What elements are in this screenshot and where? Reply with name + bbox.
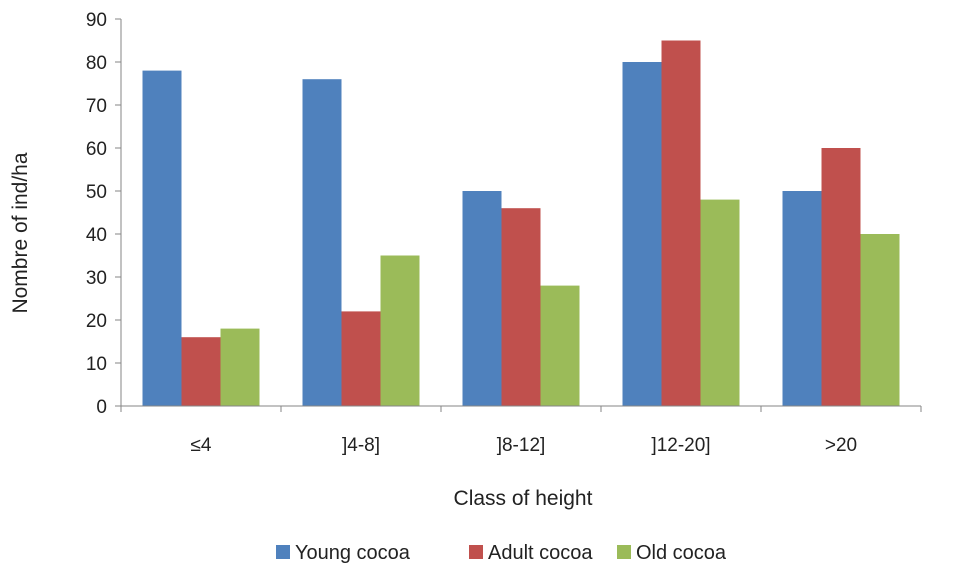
x-tick-label: ≤4 <box>191 435 212 456</box>
bar-old-cocoa <box>860 234 900 406</box>
bar-young-cocoa <box>302 79 342 406</box>
bar-old-cocoa <box>380 255 420 406</box>
y-tick-label: 30 <box>86 268 107 289</box>
bars-layer <box>142 40 900 406</box>
bar-young-cocoa <box>622 62 662 406</box>
legend: Young cocoa Adult cocoa Old cocoa <box>276 542 727 564</box>
y-axis-title: Nombre of ind/ha <box>9 152 32 313</box>
bar-young-cocoa <box>782 191 822 406</box>
bar-adult-cocoa <box>181 337 221 406</box>
x-axis-title: Class of height <box>454 487 593 510</box>
bar-adult-cocoa <box>661 40 701 406</box>
y-tick-label: 0 <box>96 397 107 418</box>
bar-adult-cocoa <box>341 311 381 406</box>
y-tick-label: 20 <box>86 311 107 332</box>
bar-young-cocoa <box>142 70 182 406</box>
bar-old-cocoa <box>220 328 260 406</box>
y-tick-label: 60 <box>86 139 107 160</box>
y-tick-label: 70 <box>86 96 107 117</box>
y-tick-label: 50 <box>86 182 107 203</box>
x-tick-label: >20 <box>825 435 857 456</box>
legend-swatch <box>617 545 631 559</box>
bar-adult-cocoa <box>501 208 541 406</box>
bar-old-cocoa <box>540 285 580 406</box>
x-tick-label: ]12-20] <box>651 435 710 456</box>
bar-old-cocoa <box>700 199 740 406</box>
x-tick-label: ]4-8] <box>342 435 380 456</box>
legend-label: Adult cocoa <box>488 542 593 564</box>
y-tick-label: 90 <box>86 10 107 31</box>
bar-young-cocoa <box>462 191 502 406</box>
legend-swatch <box>469 545 483 559</box>
x-tick-label: ]8-12] <box>497 435 546 456</box>
y-tick-label: 80 <box>86 53 107 74</box>
y-tick-label: 10 <box>86 354 107 375</box>
y-tick-label: 40 <box>86 225 107 246</box>
x-axis-ticks: ≤4 ]4-8] ]8-12] ]12-20] >20 <box>120 406 922 456</box>
y-axis-ticks: 0 10 20 30 40 50 60 70 80 90 <box>86 10 121 418</box>
legend-swatch <box>276 545 290 559</box>
bar-adult-cocoa <box>821 148 861 406</box>
legend-label: Old cocoa <box>636 542 727 564</box>
legend-label: Young cocoa <box>295 542 411 564</box>
